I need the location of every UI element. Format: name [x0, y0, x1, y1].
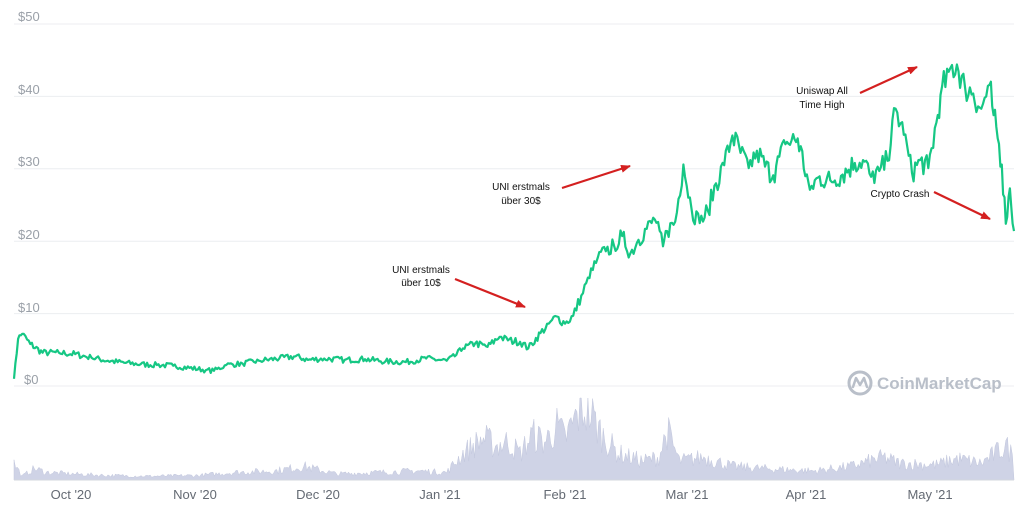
coinmarketcap-logo-icon [847, 370, 873, 396]
x-axis: Oct '20 Nov '20 Dec '20 Jan '21 Feb '21 … [14, 479, 1014, 502]
x-tick-label: Feb '21 [544, 487, 587, 502]
x-tick-label: Oct '20 [51, 487, 92, 502]
annotations: UNI erstmals über 10$ UNI erstmals über … [392, 65, 991, 309]
annotation-label: Crypto Crash [871, 189, 930, 200]
price-series-line [12, 63, 1016, 379]
x-tick-label: Mar '21 [666, 487, 709, 502]
x-tick-label: Nov '20 [173, 487, 217, 502]
gridlines [14, 23, 1014, 387]
annotation-label: Uniswap All [796, 86, 848, 97]
volume-area [13, 397, 1015, 481]
annotation-arrow [561, 164, 631, 190]
volume-layer [13, 397, 1015, 481]
y-tick-label: $40 [18, 82, 40, 97]
y-tick-label: $30 [18, 154, 40, 169]
price-layer [12, 63, 1016, 379]
coinmarketcap-watermark: CoinMarketCap [847, 370, 1002, 396]
annotation-label: über 30$ [501, 196, 541, 207]
y-tick-label: $20 [18, 227, 40, 242]
annotation-arrow [454, 277, 526, 309]
y-tick-label: $0 [24, 372, 38, 387]
annotation-arrow [859, 65, 918, 95]
y-tick-label: $10 [18, 300, 40, 315]
annotation-arrow [933, 191, 991, 220]
watermark-text: CoinMarketCap [877, 374, 1002, 393]
annotation-label: UNI erstmals [392, 265, 450, 276]
x-tick-label: Apr '21 [786, 487, 827, 502]
x-tick-label: Jan '21 [419, 487, 461, 502]
y-tick-label: $50 [18, 9, 40, 24]
x-tick-label: May '21 [907, 487, 952, 502]
y-axis: $50 $40 $30 $20 $10 $0 [18, 9, 40, 387]
annotation-label: über 10$ [401, 278, 441, 289]
x-tick-label: Dec '20 [296, 487, 340, 502]
annotation-label: UNI erstmals [492, 182, 550, 193]
annotation-label: Time High [799, 100, 844, 111]
